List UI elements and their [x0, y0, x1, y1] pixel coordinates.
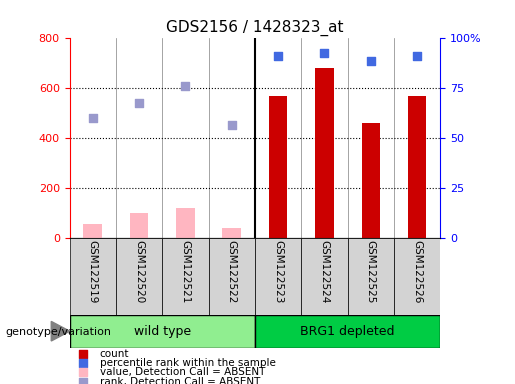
Bar: [362, 123, 380, 238]
Text: GSM122524: GSM122524: [319, 240, 330, 304]
Text: percentile rank within the sample: percentile rank within the sample: [100, 358, 276, 368]
Bar: [176, 208, 195, 238]
Bar: [116, 238, 162, 315]
Bar: [269, 96, 287, 238]
Polygon shape: [51, 321, 70, 341]
Bar: [315, 68, 334, 238]
Bar: [348, 238, 394, 315]
Text: count: count: [100, 349, 129, 359]
Point: [78, 379, 87, 384]
Point: [135, 100, 143, 106]
Bar: [255, 315, 440, 348]
Bar: [394, 238, 440, 315]
Text: GSM122523: GSM122523: [273, 240, 283, 304]
Point: [78, 360, 87, 366]
Bar: [130, 213, 148, 238]
Bar: [70, 238, 116, 315]
Text: genotype/variation: genotype/variation: [5, 327, 111, 337]
Text: GSM122526: GSM122526: [412, 240, 422, 304]
Text: rank, Detection Call = ABSENT: rank, Detection Call = ABSENT: [100, 377, 260, 384]
Text: GSM122525: GSM122525: [366, 240, 376, 304]
Bar: [162, 238, 209, 315]
Point: [320, 50, 329, 56]
Bar: [83, 224, 102, 238]
Text: GSM122519: GSM122519: [88, 240, 98, 304]
Text: GSM122521: GSM122521: [180, 240, 191, 304]
Bar: [222, 228, 241, 238]
Text: wild type: wild type: [134, 325, 191, 338]
Point: [89, 115, 97, 121]
Point: [413, 53, 421, 59]
Text: GSM122522: GSM122522: [227, 240, 237, 304]
Text: value, Detection Call = ABSENT: value, Detection Call = ABSENT: [100, 367, 265, 377]
Bar: [408, 96, 426, 238]
Point: [78, 351, 87, 357]
Text: GSM122520: GSM122520: [134, 240, 144, 304]
Point: [228, 121, 236, 127]
Title: GDS2156 / 1428323_at: GDS2156 / 1428323_at: [166, 20, 344, 36]
Point: [367, 58, 375, 64]
Bar: [301, 238, 348, 315]
Point: [181, 83, 190, 89]
Text: BRG1 depleted: BRG1 depleted: [300, 325, 395, 338]
Point: [78, 369, 87, 375]
Bar: [70, 315, 255, 348]
Bar: [209, 238, 255, 315]
Bar: [255, 238, 301, 315]
Point: [274, 53, 282, 59]
